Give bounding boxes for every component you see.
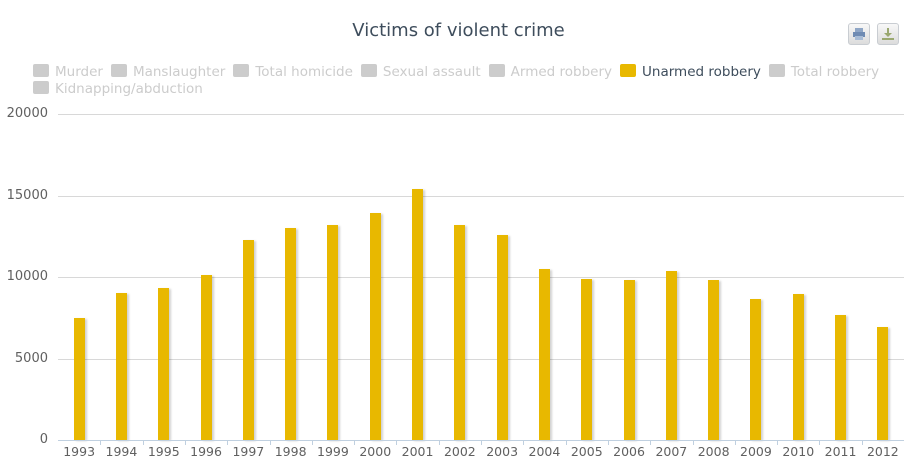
- x-tick-mark: [438, 440, 440, 445]
- y-tick-label: 0: [39, 432, 48, 447]
- bar-1996[interactable]: [200, 274, 212, 440]
- x-tick-mark: [311, 440, 313, 445]
- legend-swatch: [620, 64, 637, 77]
- legend-item-total-homicide[interactable]: Total homicide: [233, 64, 353, 81]
- legend-item-sexual-assault[interactable]: Sexual assault: [360, 64, 481, 81]
- bar-2010[interactable]: [792, 294, 804, 440]
- x-tick-mark: [692, 440, 694, 445]
- legend-label: Manslaughter: [132, 64, 226, 80]
- print-button[interactable]: [848, 23, 870, 45]
- y-tick-label: 20000: [6, 106, 48, 121]
- x-tick-label: 1994: [105, 444, 138, 459]
- x-tick-mark: [227, 440, 229, 445]
- legend-label: Armed robbery: [510, 64, 613, 80]
- plot-area: [58, 114, 904, 440]
- bar-2002[interactable]: [454, 224, 466, 440]
- x-tick-mark: [650, 440, 652, 445]
- bar-2009[interactable]: [750, 299, 762, 440]
- x-tick-label: 1998: [274, 444, 307, 459]
- x-tick-mark: [819, 440, 821, 445]
- x-tick-label: 2008: [697, 444, 730, 459]
- bar-2004[interactable]: [538, 268, 550, 440]
- download-icon: [882, 28, 894, 40]
- x-tick-label: 2009: [740, 444, 772, 459]
- x-tick-label: 2001: [401, 444, 434, 459]
- legend-swatch: [360, 64, 377, 77]
- gridline: [58, 277, 904, 278]
- x-tick-mark: [481, 440, 482, 445]
- legend-item-manslaughter[interactable]: Manslaughter: [110, 64, 226, 81]
- bar-2000[interactable]: [369, 213, 381, 440]
- bar-1999[interactable]: [327, 224, 339, 440]
- legend-swatch: [233, 64, 250, 77]
- x-tick-mark: [100, 440, 102, 445]
- x-tick-label: 1999: [317, 444, 349, 459]
- x-tick-mark: [861, 440, 863, 445]
- gridline: [58, 114, 904, 115]
- y-tick-label: 15000: [6, 187, 48, 203]
- bar-2007[interactable]: [665, 271, 677, 440]
- gridline: [58, 195, 904, 197]
- legend-swatch: [768, 64, 785, 77]
- print-icon: [853, 28, 865, 40]
- bar-1994[interactable]: [115, 293, 127, 440]
- x-tick-mark: [734, 440, 736, 445]
- download-button[interactable]: [877, 23, 899, 45]
- legend-swatch: [488, 64, 505, 77]
- bar-2012[interactable]: [877, 326, 889, 440]
- x-tick-mark: [184, 440, 186, 445]
- bar-2008[interactable]: [708, 280, 720, 440]
- gridline: [58, 358, 904, 360]
- x-tick-mark: [142, 440, 144, 445]
- bar-2006[interactable]: [623, 280, 635, 440]
- x-tick-mark: [565, 440, 567, 445]
- legend-swatch: [33, 81, 49, 94]
- x-tick-label: 2006: [613, 444, 645, 459]
- x-tick-label: 2007: [655, 444, 688, 459]
- x-tick-mark: [777, 440, 779, 445]
- bar-1998[interactable]: [285, 228, 297, 440]
- bar-1995[interactable]: [158, 288, 170, 440]
- legend-label: Kidnapping/abduction: [55, 81, 203, 97]
- chart-title: Victims of violent crime: [352, 20, 565, 41]
- x-tick-label: 2005: [570, 444, 603, 459]
- legend-label: Sexual assault: [382, 64, 481, 80]
- x-tick-mark: [354, 440, 356, 445]
- bar-1993[interactable]: [73, 317, 85, 440]
- bar-1997[interactable]: [242, 239, 254, 440]
- legend-item-armed-robbery[interactable]: Armed robbery: [488, 64, 613, 81]
- x-tick-label: 2002: [443, 444, 476, 459]
- x-tick-label: 2003: [486, 444, 519, 459]
- x-tick-mark: [523, 440, 525, 445]
- x-tick-label: 2010: [782, 444, 815, 459]
- x-tick-label: 2004: [528, 444, 561, 459]
- legend-label: Unarmed robbery: [642, 64, 761, 80]
- legend-item-unarmed-robbery[interactable]: Unarmed robbery: [620, 64, 761, 81]
- legend-label: Total robbery: [790, 64, 880, 80]
- bar-2001[interactable]: [412, 188, 424, 440]
- bar-2011[interactable]: [835, 315, 847, 440]
- x-tick-mark: [607, 440, 609, 445]
- bar-2003[interactable]: [496, 234, 508, 440]
- x-tick-label: 1993: [63, 444, 96, 459]
- bar-2005[interactable]: [581, 278, 593, 440]
- x-tick-mark: [396, 440, 398, 445]
- x-tick-label: 1996: [190, 444, 222, 459]
- legend-label: Total homicide: [255, 64, 353, 80]
- legend-item-total-robbery[interactable]: Total robbery: [768, 64, 880, 81]
- legend-swatch: [110, 64, 127, 77]
- x-tick-label: 1997: [232, 444, 265, 459]
- y-tick-label: 5000: [14, 350, 48, 366]
- legend: Murder Manslaughter Total homicide Sexual a…: [33, 64, 913, 98]
- y-tick-label: 10000: [6, 269, 48, 284]
- legend-item-murder[interactable]: Murder: [33, 64, 103, 81]
- x-tick-mark: [269, 440, 271, 445]
- x-tick-label: 1995: [147, 444, 180, 459]
- legend-swatch: [33, 64, 49, 77]
- x-tick-label: 2011: [824, 444, 857, 459]
- x-tick-label: 2000: [359, 444, 392, 459]
- x-tick-label: 2012: [866, 444, 899, 459]
- legend-item-kidnapping-abduction[interactable]: Kidnapping/abduction: [33, 81, 203, 98]
- legend-label: Murder: [55, 64, 103, 80]
